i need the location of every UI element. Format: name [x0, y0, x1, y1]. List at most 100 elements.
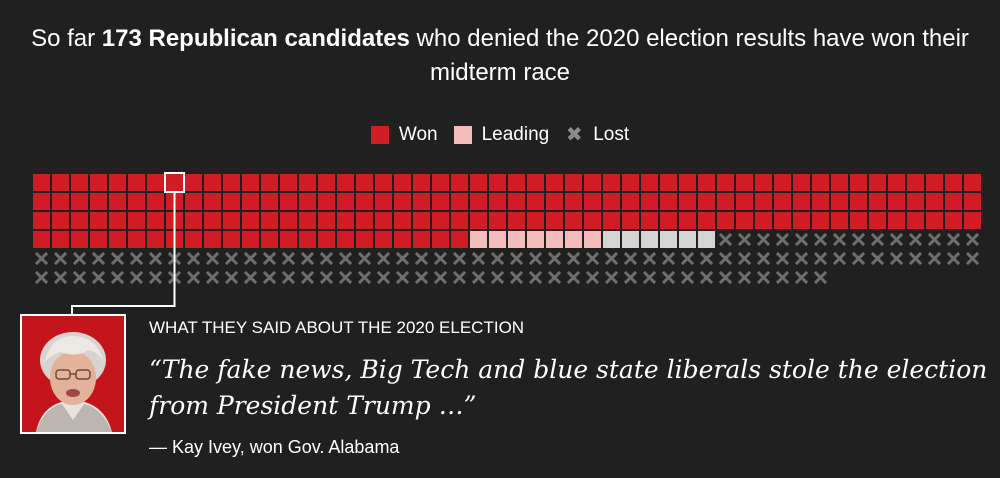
leading-square [470, 231, 487, 248]
won-square [451, 174, 468, 191]
portrait-illustration-icon [22, 316, 124, 432]
won-square [755, 174, 772, 191]
won-square [356, 231, 373, 248]
won-square [660, 212, 677, 229]
won-square [52, 231, 69, 248]
won-square [185, 231, 202, 248]
leading-square [565, 231, 582, 248]
pending-square [698, 231, 715, 248]
lost-mark [357, 251, 372, 266]
won-square [280, 193, 297, 210]
lost-mark [965, 251, 980, 266]
lost-mark [813, 251, 828, 266]
won-square [299, 231, 316, 248]
won-square [603, 174, 620, 191]
won-square [698, 193, 715, 210]
won-square [71, 174, 88, 191]
lost-mark [604, 251, 619, 266]
won-square [71, 193, 88, 210]
won-square [926, 174, 943, 191]
won-square [717, 193, 734, 210]
lost-mark [756, 251, 771, 266]
won-square [337, 231, 354, 248]
won-square [185, 193, 202, 210]
won-square [128, 231, 145, 248]
quote-attribution: — Kay Ivey, won Gov. Alabama [149, 437, 400, 457]
won-square [394, 174, 411, 191]
won-square [717, 174, 734, 191]
lost-mark [870, 232, 885, 247]
won-square [128, 174, 145, 191]
won-square [660, 193, 677, 210]
lost-mark [642, 251, 657, 266]
lost-mark [509, 251, 524, 266]
lost-mark [262, 270, 277, 285]
won-square [90, 231, 107, 248]
candidate-photo [20, 314, 126, 434]
won-square [432, 174, 449, 191]
pending-square [679, 231, 696, 248]
lost-mark [129, 251, 144, 266]
won-square [261, 193, 278, 210]
lost-mark [319, 251, 334, 266]
won-square [356, 212, 373, 229]
headline-post: who denied the 2020 election results hav… [409, 25, 969, 86]
won-square [603, 212, 620, 229]
won-square [869, 174, 886, 191]
leading-square [489, 231, 506, 248]
won-square [318, 193, 335, 210]
won-square [812, 174, 829, 191]
won-square [413, 174, 430, 191]
lost-mark [490, 270, 505, 285]
won-square [945, 212, 962, 229]
lost-mark [547, 251, 562, 266]
won-square [394, 212, 411, 229]
won-square [128, 193, 145, 210]
legend: Won Leading ✖ Lost [0, 124, 1000, 146]
lost-mark [889, 251, 904, 266]
won-square [717, 212, 734, 229]
highlighted-candidate-square [164, 172, 185, 193]
won-square [679, 212, 696, 229]
lost-mark [148, 270, 163, 285]
callout-kicker: WHAT THEY SAID ABOUT THE 2020 ELECTION [149, 318, 525, 337]
lost-mark [775, 232, 790, 247]
lost-mark [566, 270, 581, 285]
won-square [755, 193, 772, 210]
won-square [337, 174, 354, 191]
lost-mark [110, 251, 125, 266]
legend-item-lost: ✖ Lost [565, 124, 629, 146]
won-square [451, 212, 468, 229]
lost-mark [452, 270, 467, 285]
won-square [451, 193, 468, 210]
won-square [698, 212, 715, 229]
won-square [584, 212, 601, 229]
legend-label-lost: Lost [593, 124, 630, 145]
won-square [413, 212, 430, 229]
lost-mark [908, 251, 923, 266]
won-square [812, 193, 829, 210]
won-square [907, 174, 924, 191]
won-square [318, 212, 335, 229]
legend-swatch-lost-icon: ✖ [565, 124, 583, 146]
lost-mark [756, 232, 771, 247]
lost-mark [91, 270, 106, 285]
lost-mark [927, 251, 942, 266]
lost-mark [300, 270, 315, 285]
won-square [964, 193, 981, 210]
lost-mark [148, 251, 163, 266]
won-square [337, 193, 354, 210]
won-square [242, 212, 259, 229]
leading-square [584, 231, 601, 248]
lost-mark [243, 251, 258, 266]
won-square [261, 231, 278, 248]
lost-mark [889, 232, 904, 247]
won-square [565, 193, 582, 210]
won-square [546, 193, 563, 210]
won-square [907, 193, 924, 210]
lost-mark [281, 251, 296, 266]
lost-mark [471, 270, 486, 285]
won-square [736, 174, 753, 191]
won-square [280, 212, 297, 229]
won-square [470, 174, 487, 191]
